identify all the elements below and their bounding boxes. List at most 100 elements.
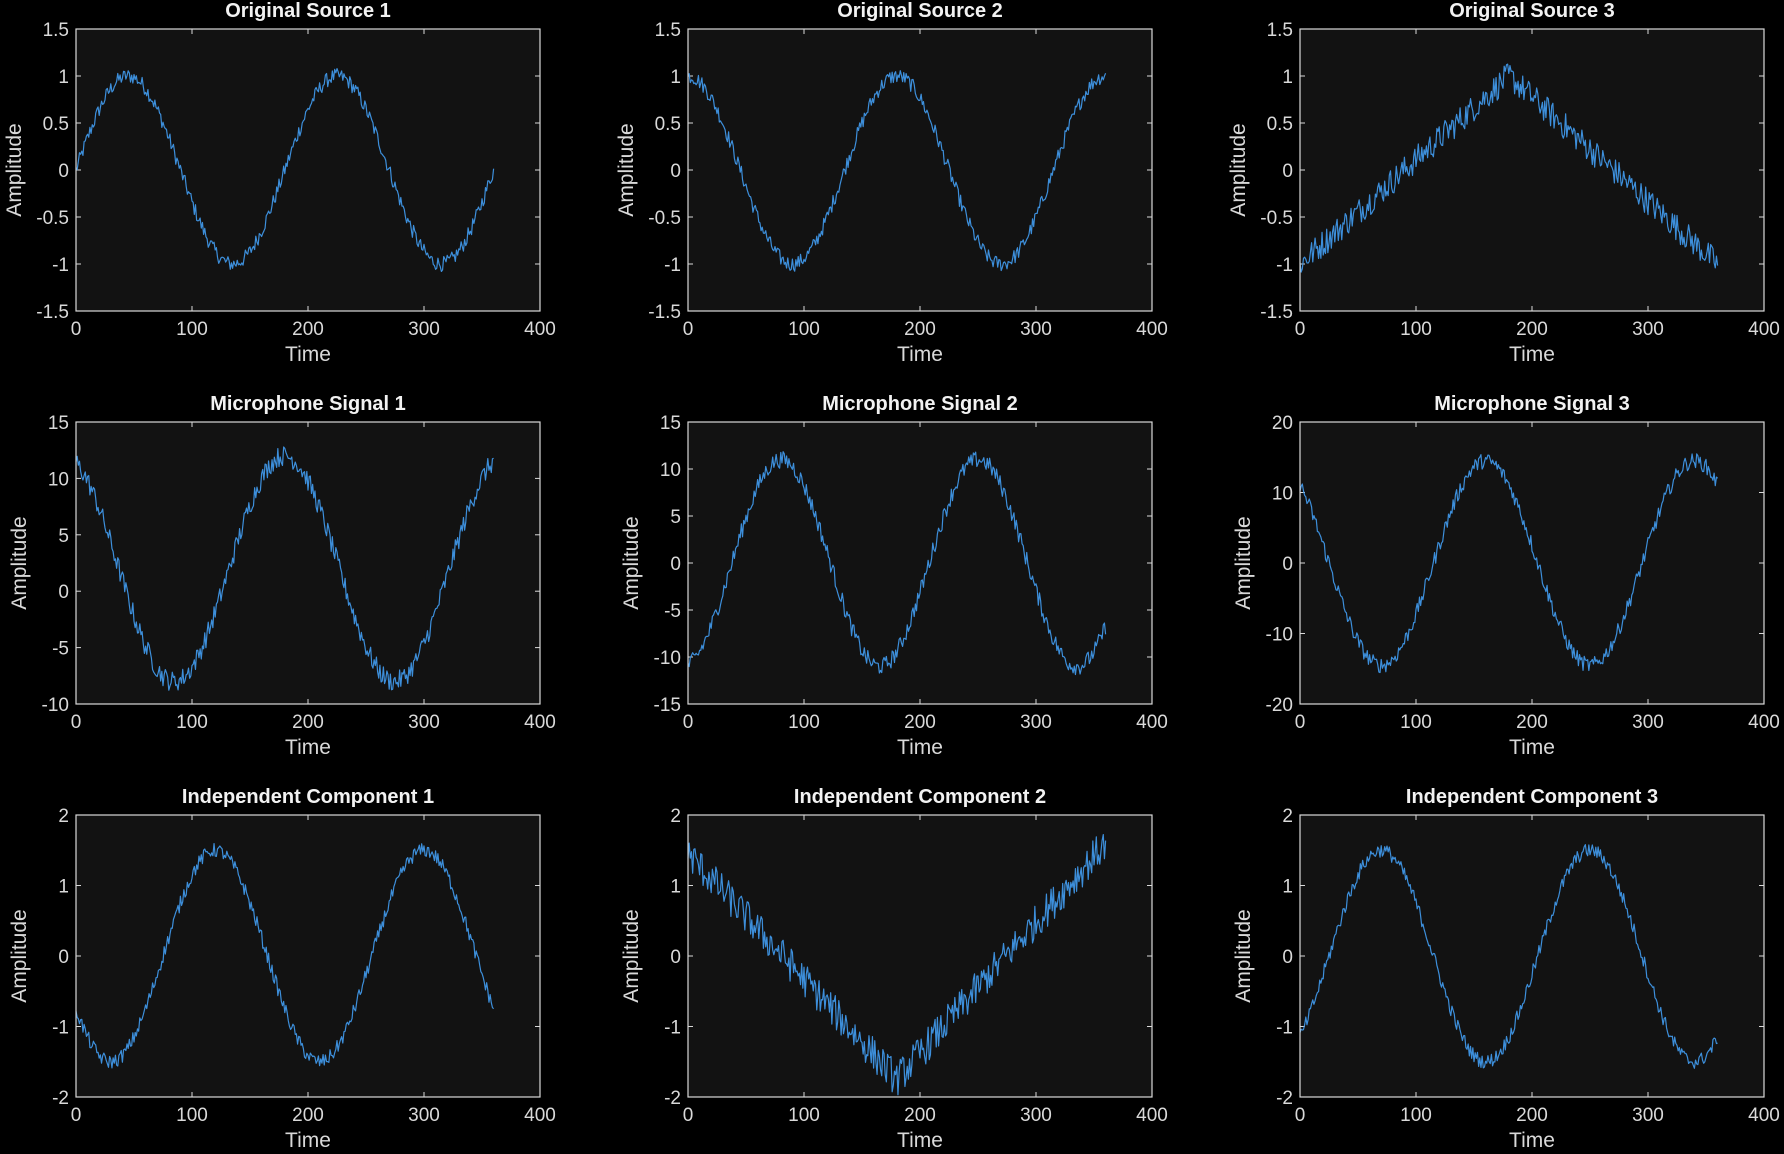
y-tick-label: 1	[1282, 67, 1293, 88]
x-tick-label: 0	[71, 319, 82, 340]
axes-background	[76, 815, 540, 1097]
y-tick-label: 0	[670, 947, 681, 968]
x-tick-label: 300	[1632, 712, 1664, 733]
y-tick-label: -20	[1266, 695, 1293, 716]
x-tick-label: 200	[904, 712, 936, 733]
y-tick-label: -1	[52, 255, 69, 276]
y-tick-label: 15	[660, 413, 681, 434]
x-axis-label: Time	[285, 343, 331, 366]
x-tick-label: 0	[1295, 712, 1306, 733]
x-tick-label: 300	[408, 319, 440, 340]
axes-background	[688, 422, 1152, 704]
x-tick-label: 300	[1020, 712, 1052, 733]
x-tick-label: 200	[292, 712, 324, 733]
x-axis-label: Time	[897, 1129, 943, 1152]
axes-frame	[75, 814, 541, 1098]
y-tick-label: 5	[58, 526, 69, 547]
y-tick-label: -0.5	[1260, 208, 1293, 229]
axes-frame	[687, 814, 1153, 1098]
x-tick-label: 100	[788, 319, 820, 340]
y-tick-label: 2	[670, 806, 681, 827]
series-line	[1299, 453, 1719, 674]
series-line	[75, 842, 495, 1069]
x-tick-label: 0	[71, 1105, 82, 1126]
y-tick-label: 0	[670, 554, 681, 575]
x-axis-label: Time	[1509, 736, 1555, 759]
series-line	[75, 446, 494, 691]
x-tick-label: 0	[683, 1105, 694, 1126]
y-tick-label: -1	[664, 255, 681, 276]
subplot-6: 0 100 200 300 400 -20 -10 0 10 20 Microphone Signa…	[1232, 393, 1780, 759]
x-tick-label: 400	[524, 712, 556, 733]
y-axis-label: Amplitude	[1232, 516, 1255, 609]
axes-background	[1300, 29, 1764, 311]
y-tick-label: 2	[58, 806, 69, 827]
y-tick-label: 20	[1272, 413, 1293, 434]
x-tick-label: 100	[176, 712, 208, 733]
y-tick-label: -2	[1276, 1088, 1293, 1109]
y-axis-label: Amplitude	[1232, 909, 1255, 1002]
x-axis-label: Time	[897, 343, 943, 366]
y-tick-label: 15	[48, 413, 69, 434]
axes-frame	[75, 28, 541, 312]
series-line	[687, 451, 1107, 676]
x-tick-label: 0	[1295, 1105, 1306, 1126]
x-tick-label: 200	[1516, 712, 1548, 733]
x-tick-label: 0	[71, 712, 82, 733]
chart-title: Microphone Signal 3	[1434, 393, 1630, 415]
y-tick-label: 2	[1282, 806, 1293, 827]
x-axis-label: Time	[285, 1129, 331, 1152]
y-axis-label: Amplitude	[620, 516, 643, 609]
y-tick-label: 1.5	[655, 20, 681, 41]
y-tick-label: 1.5	[43, 20, 69, 41]
series-line	[687, 833, 1107, 1096]
y-axis-label: Amplitude	[620, 909, 643, 1002]
y-tick-label: -5	[664, 601, 681, 622]
series-line	[1299, 63, 1719, 273]
x-tick-label: 100	[1400, 319, 1432, 340]
y-tick-label: 1	[670, 67, 681, 88]
y-tick-label: 5	[670, 507, 681, 528]
x-tick-label: 100	[176, 319, 208, 340]
y-tick-label: 10	[1272, 484, 1293, 505]
x-tick-label: 300	[1020, 1105, 1052, 1126]
y-tick-label: 10	[660, 460, 681, 481]
x-tick-label: 300	[408, 712, 440, 733]
series-line	[75, 68, 495, 273]
x-tick-label: 0	[683, 712, 694, 733]
x-tick-label: 400	[1136, 1105, 1168, 1126]
x-tick-label: 400	[1748, 712, 1780, 733]
subplot-5: 0 100 200 300 400 -15 -10 -5 0 5 10 15 Microphone Si…	[620, 393, 1168, 759]
axes-frame	[1299, 28, 1765, 312]
x-tick-label: 0	[683, 319, 694, 340]
x-tick-label: 200	[1516, 1105, 1548, 1126]
axes-background	[76, 422, 540, 704]
subplot-9: 0 100 200 300 400 -2 -1 0 1 2 Independent Componen…	[1232, 786, 1780, 1152]
y-tick-label: -10	[42, 695, 69, 716]
x-tick-label: 400	[524, 319, 556, 340]
chart-title: Independent Component 1	[182, 786, 434, 808]
x-tick-label: 100	[788, 1105, 820, 1126]
subplot-1: 0 100 200 300 400 -1.5 -1 -0.5 0 0.5 1 1.5 Original …	[3, 0, 556, 366]
x-tick-label: 200	[904, 1105, 936, 1126]
x-tick-label: 0	[1295, 319, 1306, 340]
y-tick-label: 10	[48, 469, 69, 490]
y-tick-label: -1	[664, 1018, 681, 1039]
x-tick-label: 400	[524, 1105, 556, 1126]
x-tick-label: 100	[176, 1105, 208, 1126]
subplot-7: 0 100 200 300 400 -2 -1 0 1 2 Independent Componen…	[8, 786, 556, 1152]
x-tick-label: 300	[1632, 1105, 1664, 1126]
chart-title: Microphone Signal 1	[210, 393, 406, 415]
x-tick-label: 200	[904, 319, 936, 340]
series-line	[1299, 844, 1718, 1069]
y-tick-label: 1	[1282, 877, 1293, 898]
chart-title: Independent Component 3	[1406, 786, 1658, 808]
y-tick-label: 0.5	[655, 114, 681, 135]
subplot-3: 0 100 200 300 400 -1.5 -1 -0.5 0 0.5 1 1.5 Original …	[1227, 0, 1780, 366]
y-tick-label: 0.5	[43, 114, 69, 135]
y-tick-label: -2	[52, 1088, 69, 1109]
chart-title: Original Source 3	[1449, 0, 1615, 22]
x-tick-label: 300	[1020, 319, 1052, 340]
axes-background	[1300, 815, 1764, 1097]
